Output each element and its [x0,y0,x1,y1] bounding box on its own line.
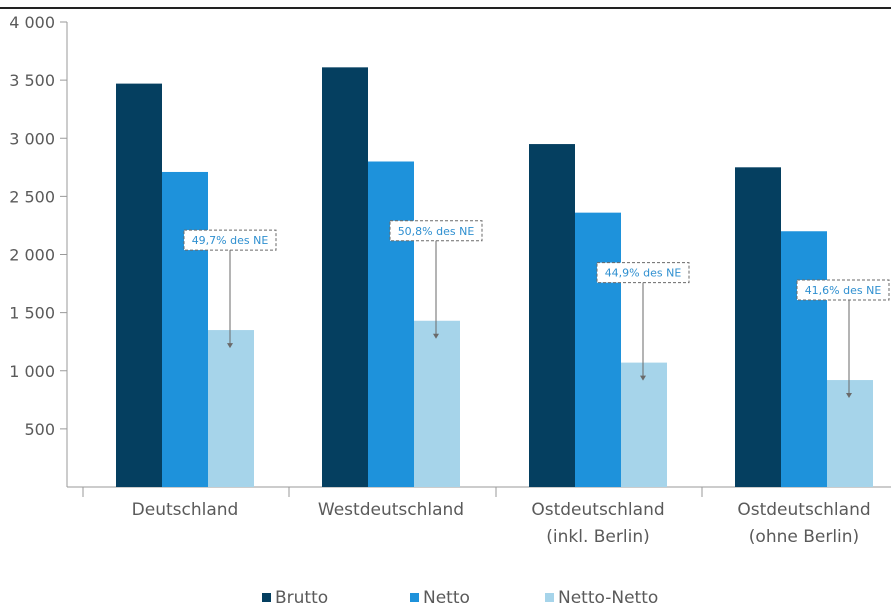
legend-item: Brutto [262,588,328,608]
annotation-label: 50,8% des NE [398,225,475,238]
legend-item: Netto-Netto [545,588,658,608]
x-category-label: Ostdeutschland [531,500,664,520]
bar-netto-netto [621,362,667,487]
y-tick-label: 1 500 [9,304,55,323]
annotation-arrowhead [433,333,439,339]
legend-label: Netto [423,588,470,608]
annotation: 49,7% des NE [183,229,277,349]
x-category-label: (ohne Berlin) [749,527,859,547]
y-tick-label: 500 [24,420,55,439]
legend: Brutto Netto Netto-Netto [262,588,658,608]
bar-brutto [735,167,781,487]
bar-group [529,144,667,487]
y-tick-label: 2 000 [9,246,55,265]
legend-label: Brutto [275,588,328,608]
bar-netto [781,231,827,487]
legend-label: Netto-Netto [558,588,658,608]
legend-swatch [410,593,419,602]
annotation-label: 41,6% des NE [805,284,882,297]
annotation: 50,8% des NE [389,220,483,339]
annotation-arrowhead [640,375,646,381]
bar-netto [368,161,414,487]
y-tick-label: 3 500 [9,71,55,90]
bar-netto-netto [208,330,254,487]
y-tick-label: 1 000 [9,362,55,381]
x-axis: Deutschland Westdeutschland Ostdeutschland… [67,486,891,547]
legend-item: Netto [410,588,470,608]
bar-brutto [322,67,368,488]
y-tick-label: 4 000 [9,13,55,32]
bar-netto [575,212,621,487]
x-category-label: (inkl. Berlin) [546,527,649,547]
annotation-label: 44,9% des NE [605,267,682,280]
bar-group [735,167,873,487]
x-category-label: Ostdeutschland [737,500,870,520]
annotation-arrowhead [227,343,233,349]
annotation-label: 49,7% des NE [192,234,269,247]
y-tick-label: 2 500 [9,187,55,206]
annotations: 49,7% des NE 50,8% des NE 44,9% des NE 41,6… [183,220,890,399]
bar-group [322,67,460,488]
legend-swatch [545,593,554,602]
bar-netto-netto [414,320,460,487]
annotation-arrowhead [846,393,852,399]
bar-netto [162,171,208,487]
bar-group [116,83,254,488]
bar-brutto [529,144,575,487]
y-axis: 4 000 3 500 3 000 2 500 2 000 1 500 1 000 500 [9,13,68,487]
annotation-box [796,279,890,301]
annotation: 44,9% des NE [596,262,690,381]
legend-swatch [262,593,271,602]
annotation: 41,6% des NE [796,279,890,399]
bar-netto-netto [827,380,873,487]
x-category-label: Westdeutschland [318,500,464,520]
y-tick-label: 3 000 [9,129,55,148]
x-category-label: Deutschland [132,500,239,520]
bars [116,67,873,488]
bar-brutto [116,83,162,488]
